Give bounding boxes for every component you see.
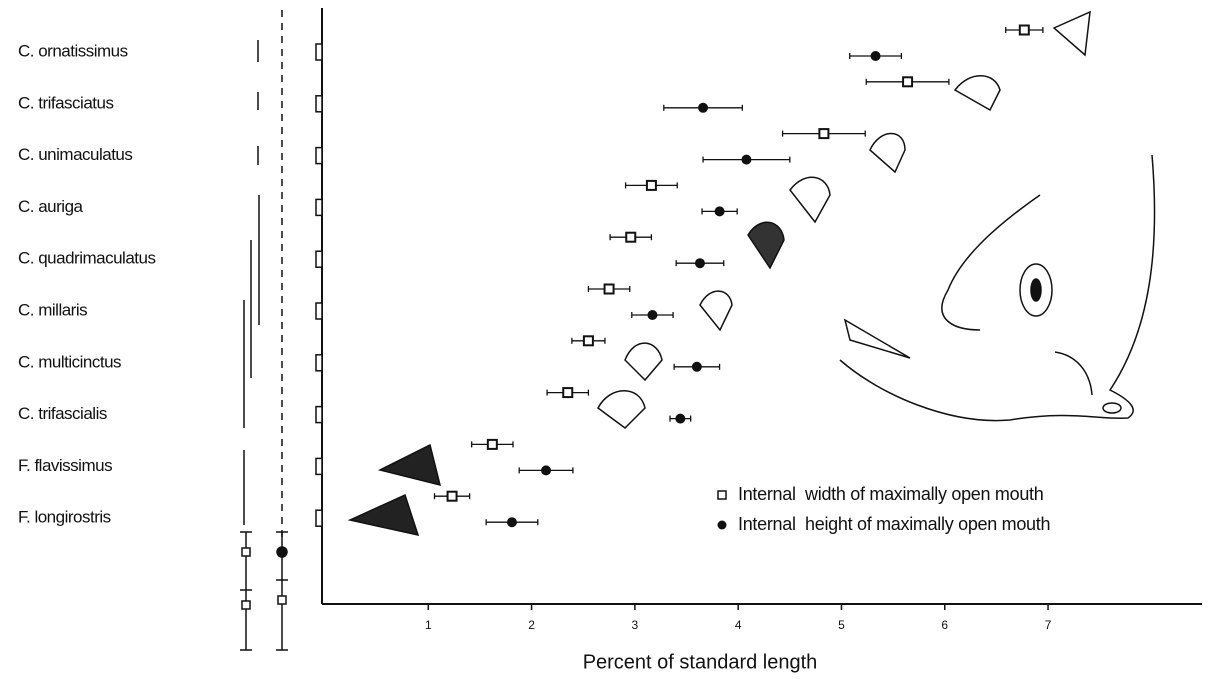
y-tick [316, 510, 322, 526]
point [676, 414, 685, 423]
legend-marker [718, 491, 726, 499]
category-label: F. flavissimus [18, 456, 112, 475]
point [448, 492, 457, 501]
point [584, 336, 593, 345]
y-tick [316, 199, 322, 215]
point [605, 285, 614, 294]
point [563, 388, 572, 397]
point [626, 233, 635, 242]
y-tick [316, 44, 322, 60]
category-label: C. unimaculatus [18, 145, 132, 164]
point [715, 207, 724, 216]
category-label: C. ornatissimus [18, 41, 128, 60]
x-tick-label: 2 [528, 618, 535, 632]
y-tick [316, 407, 322, 423]
y-tick [316, 303, 322, 319]
y-tick [316, 148, 322, 164]
grouping-lines [240, 10, 288, 650]
chart: Percent of standard length 1 2 3 4 5 6 7 C. orn… [0, 0, 1228, 679]
point [1020, 26, 1029, 35]
x-tick-label: 5 [838, 618, 845, 632]
legend-label: Internal width of maximally open mouth [738, 484, 1043, 504]
point [695, 259, 704, 268]
y-tick [316, 355, 322, 371]
point [699, 103, 708, 112]
point [488, 440, 497, 449]
category-label: C. trifascialis [18, 404, 107, 423]
point [692, 362, 701, 371]
legend-label: Internal height of maximally open mouth [738, 514, 1050, 534]
category-label: C. trifasciatus [18, 93, 113, 112]
fish-illustrations [350, 12, 1155, 535]
x-tick-label: 6 [941, 618, 948, 632]
legend-marker [718, 521, 727, 530]
point [819, 129, 828, 138]
x-axis-title: Percent of standard length [583, 651, 818, 673]
x-tick-label: 3 [632, 618, 639, 632]
y-tick [316, 251, 322, 267]
x-tick-label: 4 [735, 618, 742, 632]
category-label: C. auriga [18, 197, 84, 216]
category-label: C. multicinctus [18, 352, 121, 371]
point [742, 155, 751, 164]
point [507, 518, 516, 527]
y-tick [316, 458, 322, 474]
point [542, 466, 551, 475]
category-label: C. millaris [18, 300, 87, 319]
point [648, 311, 657, 320]
point [871, 52, 880, 61]
point [903, 77, 912, 86]
category-label: C. quadrimaculatus [18, 249, 155, 268]
x-tick-label: 7 [1045, 618, 1052, 632]
x-tick-label: 1 [425, 618, 432, 632]
category-label: F. longirostris [18, 508, 111, 527]
point [647, 181, 656, 190]
y-tick [316, 96, 322, 112]
